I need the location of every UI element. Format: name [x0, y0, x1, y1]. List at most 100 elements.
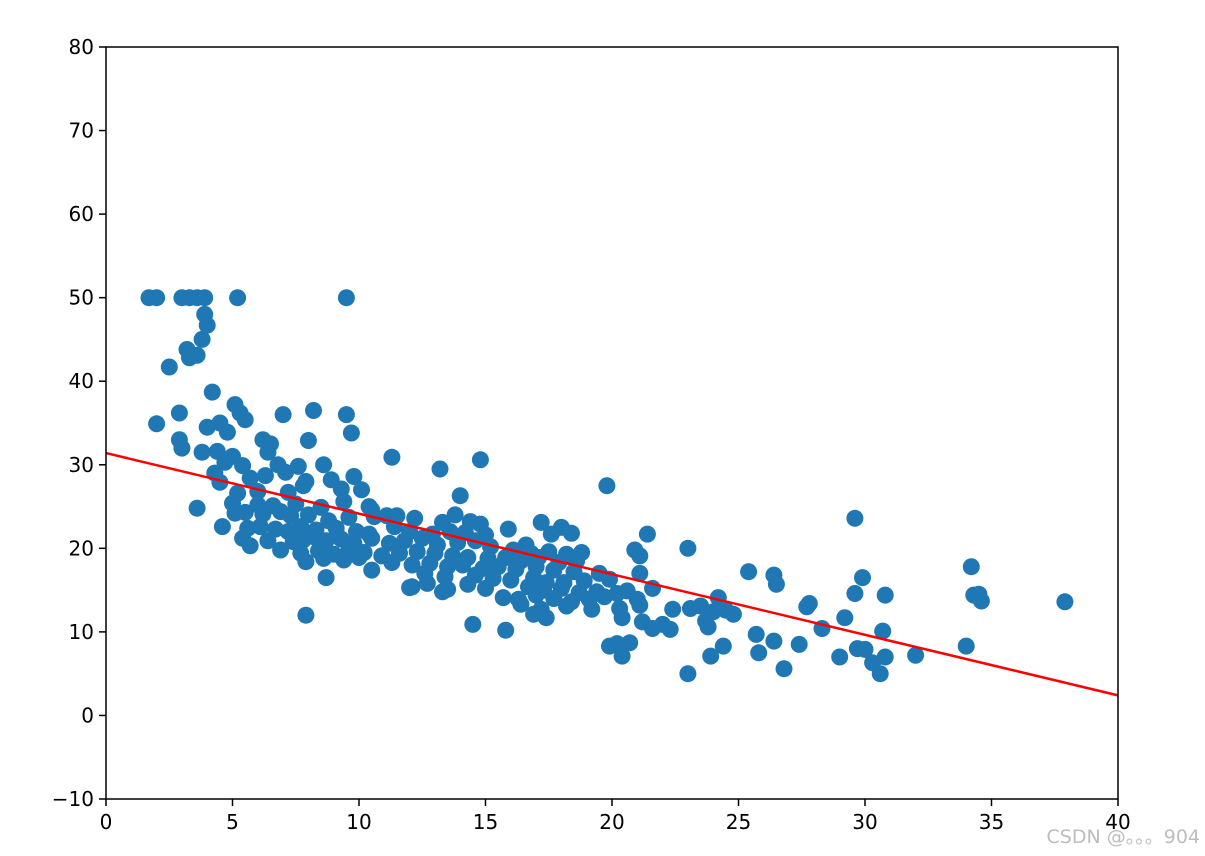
y-tick-label: −10 — [52, 787, 94, 811]
data-point — [196, 289, 214, 307]
data-point — [188, 499, 206, 517]
scatter-points — [140, 289, 1074, 683]
data-point — [747, 625, 765, 643]
data-point — [170, 404, 188, 422]
data-point — [282, 507, 300, 525]
data-point — [856, 640, 874, 658]
data-point — [471, 451, 489, 469]
data-point — [335, 493, 353, 510]
data-point — [315, 549, 333, 567]
x-tick-label: 35 — [979, 810, 1004, 834]
data-point — [907, 646, 925, 664]
data-point — [854, 569, 871, 587]
data-point — [292, 518, 310, 536]
data-point — [836, 609, 854, 627]
data-point — [702, 647, 720, 665]
data-point — [148, 289, 166, 307]
data-point — [297, 606, 315, 624]
y-tick-label: 40 — [69, 369, 94, 393]
data-point — [345, 468, 363, 485]
data-point — [545, 561, 563, 579]
data-point — [274, 406, 292, 424]
data-point — [874, 622, 892, 640]
data-point — [272, 541, 290, 559]
data-point — [218, 423, 236, 441]
data-point — [193, 443, 211, 461]
y-tick-label: 70 — [69, 119, 94, 143]
data-point — [563, 524, 580, 542]
data-point — [436, 568, 454, 586]
data-point — [512, 595, 530, 613]
data-point — [962, 558, 980, 576]
data-point — [256, 467, 274, 485]
data-point — [454, 556, 472, 574]
data-point — [305, 402, 322, 419]
x-tick-label: 25 — [726, 810, 751, 834]
data-point — [502, 571, 520, 589]
y-tick-label: 60 — [69, 202, 94, 226]
data-point — [1056, 593, 1074, 611]
data-point — [598, 477, 616, 495]
data-point — [413, 529, 431, 547]
data-point — [297, 553, 315, 571]
data-point — [871, 665, 889, 683]
data-point — [277, 463, 295, 481]
data-point — [337, 289, 355, 307]
data-point — [545, 590, 563, 607]
data-point — [767, 575, 785, 593]
data-point — [532, 513, 550, 531]
data-point — [679, 665, 697, 683]
data-point — [294, 477, 312, 495]
data-point — [401, 579, 419, 597]
data-point — [259, 443, 277, 461]
data-point — [537, 609, 555, 627]
data-point — [241, 469, 259, 487]
data-point — [957, 637, 975, 655]
data-point — [972, 592, 990, 610]
data-point — [494, 589, 512, 607]
x-tick-label: 40 — [1105, 810, 1130, 834]
data-point — [203, 383, 221, 401]
data-point — [241, 537, 259, 555]
data-point — [181, 349, 198, 367]
x-tick-label: 20 — [599, 810, 624, 834]
data-point — [790, 635, 808, 653]
x-tick-label: 0 — [100, 810, 113, 834]
data-point — [234, 457, 252, 475]
data-point — [403, 556, 421, 574]
data-point — [846, 585, 864, 602]
x-tick-label: 5 — [226, 810, 239, 834]
y-tick-label: 0 — [81, 703, 94, 727]
data-point — [621, 634, 639, 652]
data-point — [613, 647, 631, 665]
data-point — [798, 598, 816, 616]
data-point — [408, 543, 426, 561]
data-point — [631, 596, 649, 614]
data-point — [459, 575, 477, 593]
data-point — [289, 457, 307, 475]
data-point — [876, 586, 894, 604]
data-point — [337, 406, 355, 424]
x-axis-ticks: 0 5 10 15 20 25 30 35 40 — [100, 799, 1131, 834]
data-point — [229, 289, 247, 307]
data-point — [160, 358, 178, 376]
data-point — [831, 648, 849, 666]
data-point — [631, 564, 649, 582]
data-point — [315, 456, 333, 474]
data-point — [216, 453, 234, 471]
data-point — [431, 460, 449, 478]
data-point — [342, 424, 360, 442]
data-point — [477, 579, 494, 597]
data-point — [335, 551, 353, 569]
data-point — [740, 563, 758, 581]
data-point — [451, 487, 469, 505]
data-point — [464, 615, 482, 633]
data-point — [173, 439, 191, 457]
data-point — [527, 586, 545, 604]
data-point — [638, 525, 656, 543]
data-point — [558, 597, 575, 615]
data-point — [198, 418, 216, 436]
data-point — [846, 509, 864, 527]
data-point — [418, 574, 436, 592]
y-tick-label: 20 — [69, 536, 94, 560]
